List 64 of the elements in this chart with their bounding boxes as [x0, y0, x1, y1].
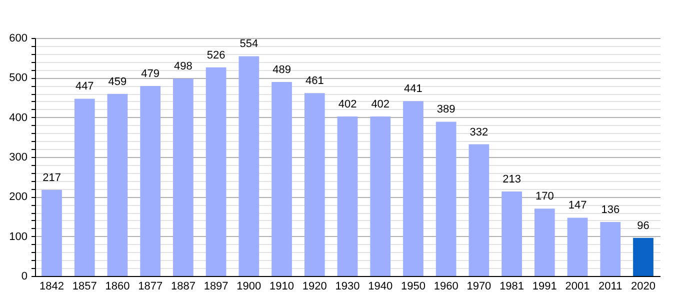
x-tick-label: 1887: [170, 280, 196, 292]
bar: [567, 218, 588, 276]
bar: [238, 56, 260, 276]
bar: [633, 238, 654, 276]
y-tick-label: 100: [9, 230, 28, 243]
data-label: 213: [502, 174, 521, 186]
data-label: 447: [75, 80, 94, 93]
bar: [600, 222, 621, 276]
bar: [74, 98, 95, 276]
data-label: 441: [404, 83, 422, 96]
bar: [468, 144, 490, 276]
x-tick-label: 1842: [40, 280, 64, 292]
bar: [502, 192, 522, 276]
data-label: 479: [141, 68, 160, 80]
data-label: 217: [42, 172, 61, 184]
x-tick-label: 1877: [138, 280, 163, 292]
x-tick-label: 1900: [236, 280, 262, 292]
data-label: 136: [601, 204, 620, 216]
data-label: 498: [174, 60, 192, 72]
x-tick-label: 1860: [105, 280, 130, 292]
x-tick-label: 2020: [631, 280, 656, 292]
x-tick-label: 1970: [466, 280, 492, 292]
x-tick-label: 1897: [204, 280, 228, 292]
bar: [272, 82, 292, 276]
bar: [436, 122, 456, 276]
bar: [337, 116, 358, 276]
x-tick-label: 2001: [565, 280, 590, 292]
x-tick-label: 1857: [72, 280, 97, 292]
y-tick-label: 500: [9, 72, 28, 84]
x-tick-label: 1981: [500, 280, 524, 292]
data-label: 96: [637, 220, 650, 232]
bar: [140, 86, 161, 276]
y-tick-label: 600: [9, 32, 28, 44]
bar: [206, 67, 226, 276]
bar: [42, 190, 62, 276]
y-tick-label: 0: [21, 270, 28, 282]
bar: [173, 78, 194, 276]
data-label: 170: [535, 190, 554, 203]
y-tick-label: 400: [9, 112, 28, 124]
x-tick-label: 1910: [270, 280, 294, 292]
data-label: 489: [272, 64, 291, 76]
bar: [403, 101, 424, 276]
x-tick-label: 2011: [598, 280, 622, 292]
data-label: 459: [108, 76, 127, 88]
y-tick-label: 200: [9, 191, 28, 204]
data-label: 402: [338, 98, 357, 111]
data-label: 461: [305, 75, 324, 88]
x-tick-label: 1930: [335, 280, 360, 292]
bar: [107, 94, 128, 276]
data-label: 526: [206, 49, 226, 62]
x-tick-label: 1940: [368, 280, 393, 292]
x-tick-label: 1960: [434, 280, 458, 292]
x-tick-label: 1920: [302, 280, 327, 292]
bar: [304, 93, 325, 276]
bar: [370, 116, 391, 276]
data-label: 554: [240, 38, 258, 50]
x-tick-label: 1950: [400, 280, 426, 292]
data-label: 389: [436, 104, 456, 116]
y-tick-label: 300: [9, 152, 28, 164]
data-label: 147: [568, 200, 587, 212]
x-tick-label: 1991: [532, 280, 557, 292]
bar: [534, 208, 555, 276]
data-label: 402: [371, 98, 390, 111]
data-label: 332: [470, 126, 488, 138]
